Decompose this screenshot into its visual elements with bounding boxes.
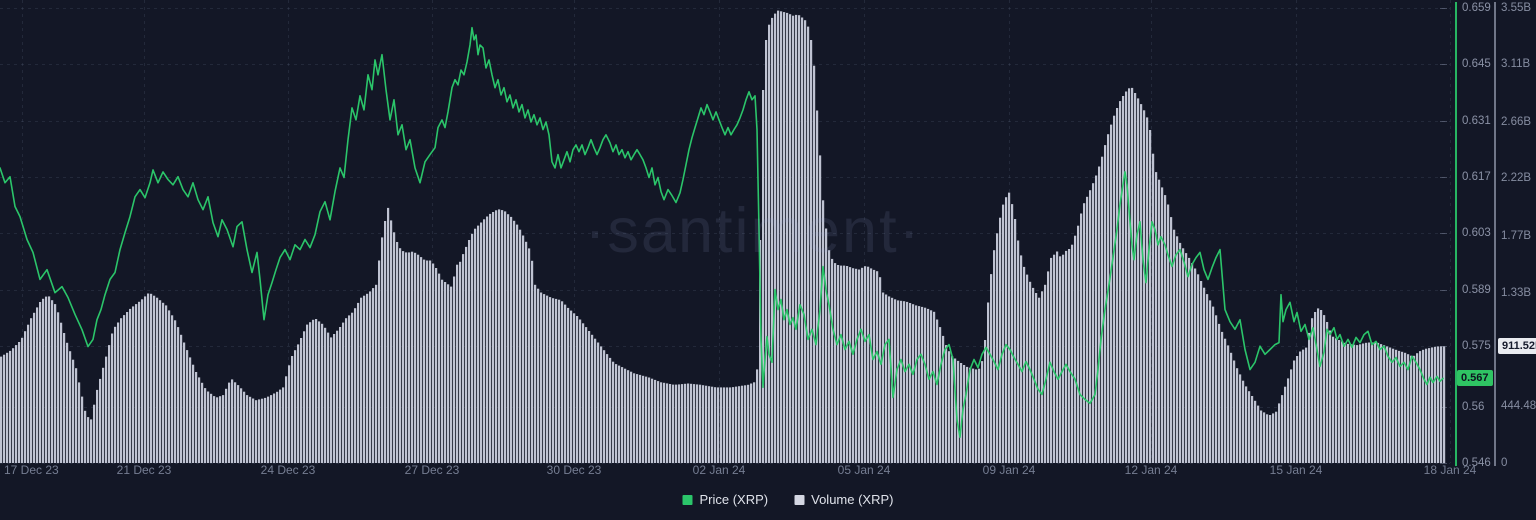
date-tick-label: 21 Dec 23 — [116, 463, 172, 477]
volume-tick-label: 2.22B — [1501, 172, 1532, 185]
current-volume-badge: 911.52M — [1498, 338, 1536, 355]
date-tick-label: 02 Jan 24 — [692, 463, 746, 477]
date-tick-label: 09 Jan 24 — [982, 463, 1036, 477]
price-tick-label: 0.56 — [1462, 400, 1485, 413]
volume-tick-label: 444.48M — [1501, 400, 1536, 413]
volume-tick-label: 0 — [1501, 457, 1508, 469]
price-tick-label: 0.659 — [1462, 2, 1491, 14]
volume-tick-label: 2.66B — [1501, 116, 1532, 129]
price-tick-label: 0.546 — [1462, 457, 1491, 469]
volume-bars — [0, 10, 1446, 464]
date-tick-label: 17 Dec 23 — [4, 463, 59, 477]
price-legend-swatch-icon — [682, 494, 693, 505]
price-tick-label: 0.631 — [1462, 114, 1491, 127]
price-legend-label: Price (XRP) — [699, 492, 769, 507]
price-tick-label: 0.617 — [1462, 171, 1491, 184]
date-tick-label: 27 Dec 23 — [404, 463, 460, 477]
current-price-badge: 0.567 — [1457, 370, 1493, 387]
volume-tick-label: 3.55B — [1501, 2, 1532, 14]
price-tick-label: 0.589 — [1462, 283, 1491, 296]
volume-legend-swatch-icon — [794, 494, 805, 505]
date-tick-label: 15 Jan 24 — [1269, 463, 1323, 477]
volume-tick-label: 3.11B — [1501, 58, 1531, 71]
volume-legend-label: Volume (XRP) — [811, 492, 894, 507]
price-tick-label: 0.603 — [1462, 227, 1491, 240]
date-tick-label: 24 Dec 23 — [260, 463, 316, 477]
price-tick-label: 0.575 — [1462, 340, 1491, 353]
date-tick-label: 12 Jan 24 — [1124, 463, 1178, 477]
date-tick-label: 05 Jan 24 — [837, 463, 891, 477]
price-tick-label: 0.645 — [1462, 58, 1491, 71]
grid-lines — [0, 0, 1451, 464]
legend-item-volume[interactable]: Volume (XRP) — [794, 492, 894, 507]
date-tick-label: 30 Dec 23 — [546, 463, 602, 477]
volume-tick-label: 1.77B — [1501, 230, 1532, 243]
legend: Price (XRP) Volume (XRP) — [682, 492, 894, 507]
price-line — [0, 26, 1444, 439]
volume-tick-label: 1.33B — [1501, 286, 1532, 299]
date-tick-label: 18 Jan 24 — [1423, 463, 1477, 477]
legend-item-price[interactable]: Price (XRP) — [682, 492, 769, 507]
